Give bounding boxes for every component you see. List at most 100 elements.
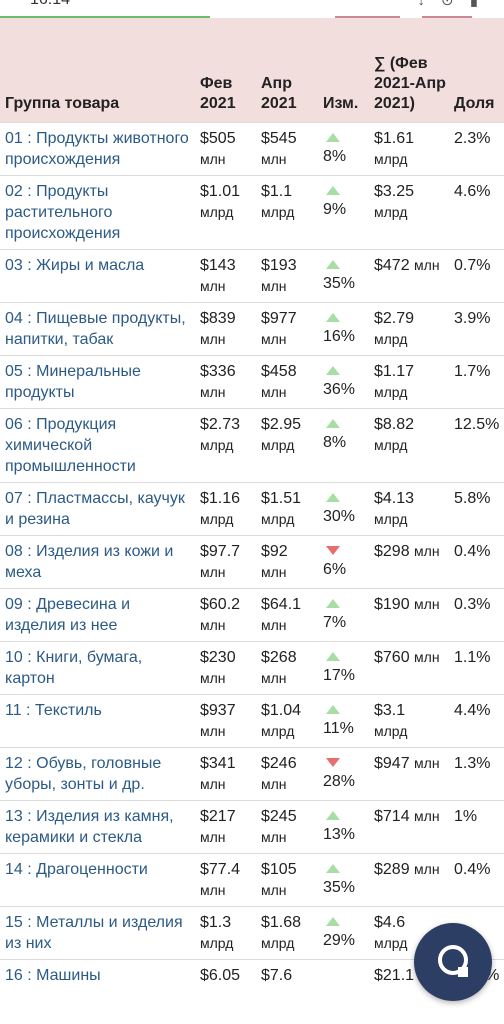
change-cell: 7%: [318, 588, 369, 642]
header-group[interactable]: Группа товара: [0, 18, 195, 123]
change-value: 35%: [323, 275, 356, 292]
sum-value: $3.1: [374, 702, 406, 719]
sum-value-cell: $714 млн: [369, 800, 449, 854]
feb-unit: млн: [200, 151, 226, 167]
feb-value-cell: $1.01 млрд: [195, 175, 256, 250]
sum-unit: млн: [414, 861, 440, 877]
table-row: 14 : Драгоценности $77.4 млн $105 млн 35% $289…: [0, 853, 504, 907]
apr-value-cell: $2.95 млрд: [256, 408, 318, 483]
sum-unit: млн: [414, 808, 440, 824]
sum-value-cell: $298 млн: [369, 535, 449, 589]
group-link[interactable]: 12 : Обувь, головные уборы, зонты и др.: [0, 747, 195, 801]
apr-unit: млн: [261, 829, 287, 845]
table-header-row: Группа товара Фев 2021 Апр 2021 Изм. ∑ (…: [0, 18, 504, 123]
change-cell: [318, 959, 369, 991]
arrow-up-icon: [326, 652, 340, 661]
change-value: 30%: [323, 508, 356, 525]
header-sum[interactable]: ∑ (Фев 2021-Апр 2021): [369, 18, 449, 123]
apr-value-cell: $458 млн: [256, 355, 318, 409]
group-link[interactable]: 04 : Пищевые продукты, напитки, табак: [0, 302, 195, 356]
feb-value: $1.3: [200, 914, 232, 931]
apr-unit: млрд: [261, 935, 295, 951]
sum-unit: млрд: [374, 935, 408, 951]
arrow-up-icon: [326, 313, 340, 322]
group-link[interactable]: 03 : Жиры и масла: [0, 249, 195, 303]
sum-unit: млрд: [374, 151, 408, 167]
share-value: 1.1%: [449, 641, 504, 695]
change-value: 8%: [323, 148, 347, 165]
feb-value: $2.73: [200, 416, 241, 433]
group-link[interactable]: 10 : Книги, бумага, картон: [0, 641, 195, 695]
table-row: 08 : Изделия из кожи и меха $97.7 млн $92 мл…: [0, 535, 504, 589]
feb-unit: млн: [200, 882, 226, 898]
header-apr[interactable]: Апр 2021: [256, 18, 318, 123]
apr-unit: млн: [261, 384, 287, 400]
feb-value-cell: $2.73 млрд: [195, 408, 256, 483]
sum-value: $714: [374, 808, 410, 825]
sum-value: $8.82: [374, 416, 415, 433]
change-cell: 35%: [318, 249, 369, 303]
sum-unit: млрд: [374, 437, 408, 453]
apr-value: $977: [261, 310, 297, 327]
arrow-up-icon: [326, 599, 340, 608]
apr-value-cell: $1.04 млрд: [256, 694, 318, 748]
apr-unit: млрд: [261, 511, 295, 527]
sum-value: $1.61: [374, 130, 415, 147]
share-value: 1.7%: [449, 355, 504, 409]
apr-value: $246: [261, 755, 297, 772]
header-feb[interactable]: Фев 2021: [195, 18, 256, 123]
arrow-down-icon: [326, 758, 340, 767]
apr-value-cell: $268 млн: [256, 641, 318, 695]
sum-unit: млрд: [374, 384, 408, 400]
group-link[interactable]: 13 : Изделия из камня, керамики и стекла: [0, 800, 195, 854]
sum-value-cell: $190 млн: [369, 588, 449, 642]
change-value: 11%: [323, 720, 354, 737]
table-row: 04 : Пищевые продукты, напитки, табак $83…: [0, 302, 504, 356]
change-cell: 28%: [318, 747, 369, 801]
change-value: 9%: [323, 201, 347, 218]
change-cell: 9%: [318, 175, 369, 250]
group-link[interactable]: 08 : Изделия из кожи и меха: [0, 535, 195, 589]
feb-value: $1.01: [200, 183, 241, 200]
group-link[interactable]: 09 : Древесина и изделия из нее: [0, 588, 195, 642]
change-value: 35%: [323, 879, 356, 896]
apr-value: $268: [261, 649, 297, 666]
share-value: 0.4%: [449, 853, 504, 907]
change-cell: 29%: [318, 906, 369, 960]
apr-value: $1.04: [261, 702, 302, 719]
feb-value-cell: $6.05: [195, 959, 256, 991]
group-link[interactable]: 02 : Продукты растительного происхождени…: [0, 175, 195, 250]
group-link[interactable]: 07 : Пластмассы, каучук и резина: [0, 482, 195, 536]
apr-value-cell: $545 млн: [256, 122, 318, 176]
header-change[interactable]: Изм.: [318, 18, 369, 123]
apr-value-cell: $1.1 млрд: [256, 175, 318, 250]
group-link[interactable]: 01 : Продукты животного происхождения: [0, 122, 195, 176]
apr-value: $1.1: [261, 183, 293, 200]
feb-value-cell: $505 млн: [195, 122, 256, 176]
group-link[interactable]: 15 : Металлы и изделия из них: [0, 906, 195, 960]
sum-value: $4.6: [374, 914, 406, 931]
group-link[interactable]: 06 : Продукция химической промышленности: [0, 408, 195, 483]
header-share[interactable]: Доля: [449, 18, 504, 123]
feb-unit: млн: [200, 384, 226, 400]
feb-value: $341: [200, 755, 236, 772]
sum-unit: млн: [414, 596, 440, 612]
share-value: 4.4%: [449, 694, 504, 748]
chat-button[interactable]: [414, 923, 492, 1001]
sum-value: $190: [374, 596, 410, 613]
feb-value: $217: [200, 808, 236, 825]
share-value: 4.6%: [449, 175, 504, 250]
apr-value: $245: [261, 808, 297, 825]
group-link[interactable]: 05 : Минеральные продукты: [0, 355, 195, 409]
group-link[interactable]: 16 : Машины: [0, 959, 195, 991]
change-value: 8%: [323, 434, 347, 451]
feb-value-cell: $839 млн: [195, 302, 256, 356]
table-row: 13 : Изделия из камня, керамики и стекла…: [0, 800, 504, 854]
group-link[interactable]: 14 : Драгоценности: [0, 853, 195, 907]
change-cell: 16%: [318, 302, 369, 356]
share-value: 1%: [449, 800, 504, 854]
change-cell: 11%: [318, 694, 369, 748]
sum-value-cell: $8.82 млрд: [369, 408, 449, 483]
table-row: 09 : Древесина и изделия из нее $60.2 млн $…: [0, 588, 504, 642]
group-link[interactable]: 11 : Текстиль: [0, 694, 195, 748]
